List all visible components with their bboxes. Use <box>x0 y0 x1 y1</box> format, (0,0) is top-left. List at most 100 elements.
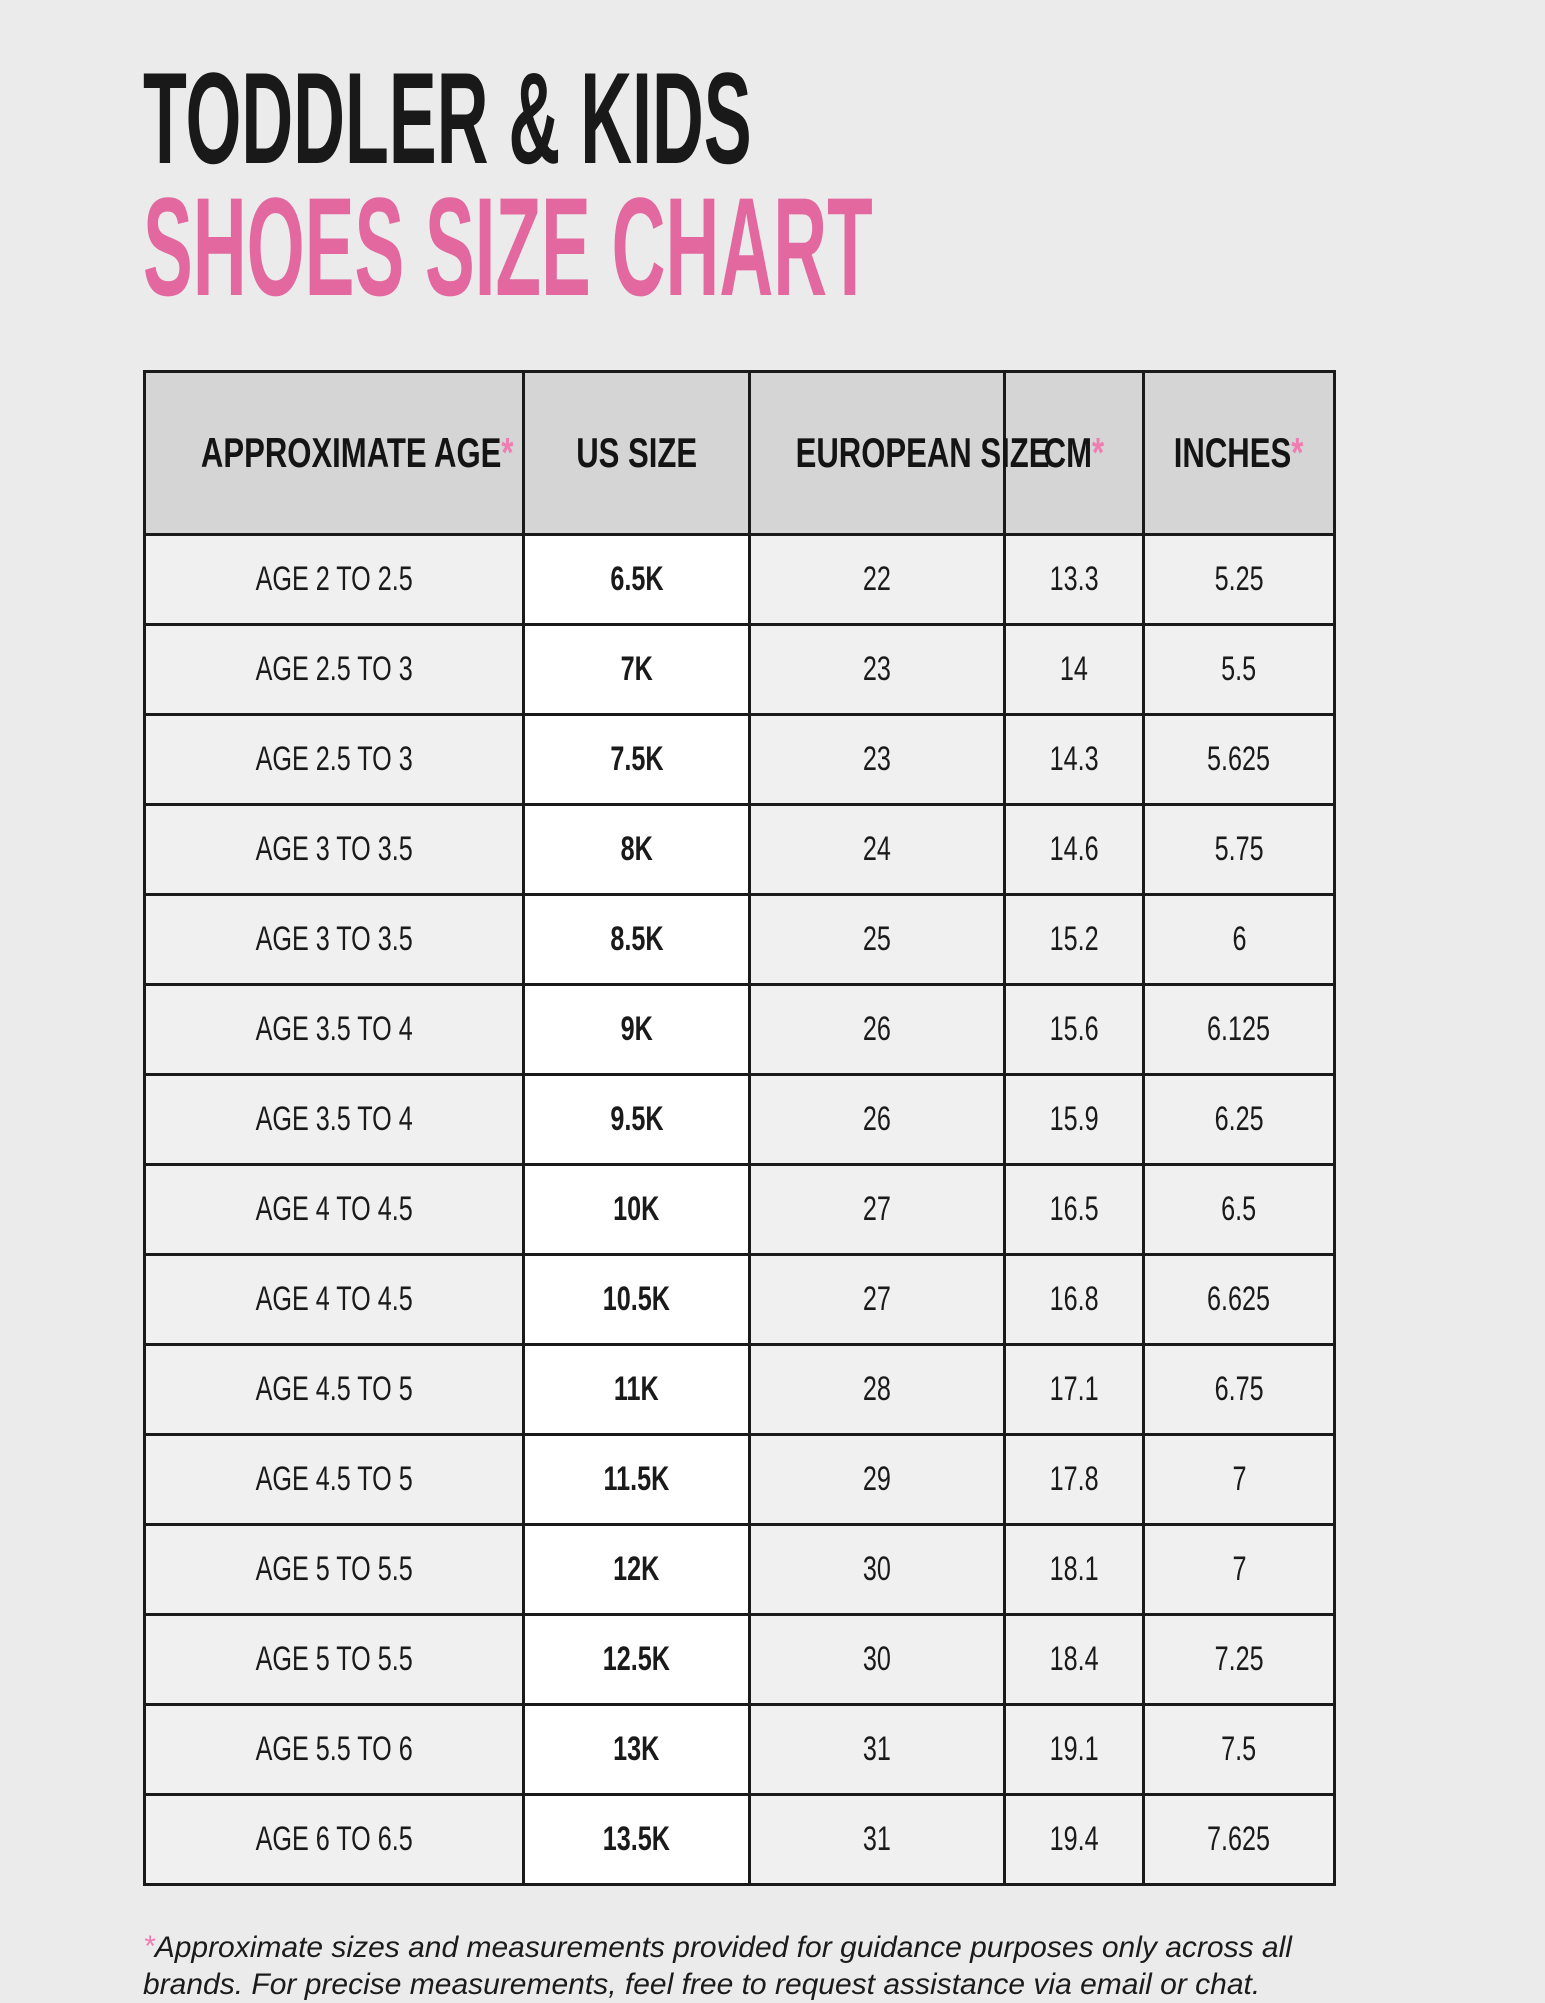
footnote: *Approximate sizes and measurements prov… <box>143 1929 1292 2003</box>
european-size-cell: 23 <box>748 713 1006 806</box>
us-size-cell: 10.5K <box>522 1253 751 1346</box>
table-row: AGE 4 TO 4.5 10.5K 27 16.8 6.625 <box>143 1253 1336 1346</box>
us-size-cell: 6.5K <box>522 533 751 626</box>
european-size-cell: 27 <box>748 1253 1006 1346</box>
footnote-text-line2: brands. For precise measurements, feel f… <box>143 1968 1261 2001</box>
header-asterisk: * <box>501 429 514 476</box>
table-row: AGE 2 TO 2.5 6.5K 22 13.3 5.25 <box>143 533 1336 626</box>
cm-cell: 17.1 <box>1003 1343 1145 1436</box>
age-cell: AGE 2.5 TO 3 <box>143 713 525 806</box>
table-row: AGE 5.5 TO 6 13K 31 19.1 7.5 <box>143 1703 1336 1796</box>
table-row: AGE 4 TO 4.5 10K 27 16.5 6.5 <box>143 1163 1336 1256</box>
us-size-cell: 9.5K <box>522 1073 751 1166</box>
column-header-label: US SIZE <box>576 429 697 476</box>
column-header-label: INCHES <box>1174 429 1292 476</box>
column-header-cm: CM* <box>1003 370 1145 536</box>
table-row: AGE 4.5 TO 5 11.5K 29 17.8 7 <box>143 1433 1336 1526</box>
inches-cell: 7 <box>1142 1433 1336 1526</box>
age-cell: AGE 3.5 TO 4 <box>143 983 525 1076</box>
us-size-cell: 7.5K <box>522 713 751 806</box>
age-cell: AGE 5 TO 5.5 <box>143 1613 525 1706</box>
column-header-approximate-age: APPROXIMATE AGE* <box>143 370 525 536</box>
inches-cell: 5.5 <box>1142 623 1336 716</box>
european-size-cell: 27 <box>748 1163 1006 1256</box>
table-row: AGE 3 TO 3.5 8.5K 25 15.2 6 <box>143 893 1336 986</box>
column-header-us-size: US SIZE <box>522 370 751 536</box>
us-size-cell: 8K <box>522 803 751 896</box>
footnote-text-line1: Approximate sizes and measurements provi… <box>154 1931 1292 1964</box>
cm-cell: 14 <box>1003 623 1145 716</box>
cm-cell: 13.3 <box>1003 533 1145 626</box>
us-size-cell: 11.5K <box>522 1433 751 1526</box>
inches-cell: 7 <box>1142 1523 1336 1616</box>
page-title-line2: SHOES SIZE CHART <box>143 168 873 325</box>
page-title: TODDLER & KIDS SHOES SIZE CHART <box>143 53 1512 317</box>
footnote-line2: brands. For precise measurements, feel f… <box>143 1966 1292 2003</box>
us-size-cell: 7K <box>522 623 751 716</box>
column-header-inches: INCHES* <box>1142 370 1336 536</box>
us-size-cell: 13K <box>522 1703 751 1796</box>
european-size-cell: 30 <box>748 1523 1006 1616</box>
age-cell: AGE 5.5 TO 6 <box>143 1703 525 1796</box>
european-size-cell: 31 <box>748 1703 1006 1796</box>
inches-cell: 5.25 <box>1142 533 1336 626</box>
cm-cell: 14.6 <box>1003 803 1145 896</box>
inches-cell: 7.625 <box>1142 1793 1336 1886</box>
inches-cell: 6 <box>1142 893 1336 986</box>
header-asterisk: * <box>1291 429 1304 476</box>
european-size-cell: 22 <box>748 533 1006 626</box>
table-row: AGE 2.5 TO 3 7.5K 23 14.3 5.625 <box>143 713 1336 806</box>
european-size-cell: 23 <box>748 623 1006 716</box>
european-size-cell: 31 <box>748 1793 1006 1886</box>
inches-cell: 6.75 <box>1142 1343 1336 1436</box>
us-size-cell: 8.5K <box>522 893 751 986</box>
column-header-label: EUROPEAN SIZE <box>795 429 1050 476</box>
european-size-cell: 25 <box>748 893 1006 986</box>
us-size-cell: 12K <box>522 1523 751 1616</box>
table-row: AGE 5 TO 5.5 12K 30 18.1 7 <box>143 1523 1336 1616</box>
us-size-cell: 11K <box>522 1343 751 1436</box>
us-size-cell: 12.5K <box>522 1613 751 1706</box>
us-size-cell: 13.5K <box>522 1793 751 1886</box>
age-cell: AGE 2 TO 2.5 <box>143 533 525 626</box>
age-cell: AGE 5 TO 5.5 <box>143 1523 525 1616</box>
inches-cell: 7.5 <box>1142 1703 1336 1796</box>
table-header-row: APPROXIMATE AGE* US SIZE EUROPEAN SIZE C… <box>143 370 1336 536</box>
table-row: AGE 3.5 TO 4 9.5K 26 15.9 6.25 <box>143 1073 1336 1166</box>
cm-cell: 15.6 <box>1003 983 1145 1076</box>
age-cell: AGE 3.5 TO 4 <box>143 1073 525 1166</box>
table-row: AGE 6 TO 6.5 13.5K 31 19.4 7.625 <box>143 1793 1336 1886</box>
us-size-cell: 9K <box>522 983 751 1076</box>
age-cell: AGE 4.5 TO 5 <box>143 1433 525 1526</box>
age-cell: AGE 4 TO 4.5 <box>143 1253 525 1346</box>
cm-cell: 15.9 <box>1003 1073 1145 1166</box>
age-cell: AGE 2.5 TO 3 <box>143 623 525 716</box>
shoe-size-table: APPROXIMATE AGE* US SIZE EUROPEAN SIZE C… <box>143 370 1336 1886</box>
footnote-line1: *Approximate sizes and measurements prov… <box>143 1929 1292 1966</box>
column-header-label: CM <box>1043 429 1093 476</box>
cm-cell: 18.4 <box>1003 1613 1145 1706</box>
cm-cell: 14.3 <box>1003 713 1145 806</box>
inches-cell: 6.5 <box>1142 1163 1336 1256</box>
table-row: AGE 3.5 TO 4 9K 26 15.6 6.125 <box>143 983 1336 1076</box>
cm-cell: 15.2 <box>1003 893 1145 986</box>
cm-cell: 18.1 <box>1003 1523 1145 1616</box>
inches-cell: 6.125 <box>1142 983 1336 1076</box>
table-row: AGE 5 TO 5.5 12.5K 30 18.4 7.25 <box>143 1613 1336 1706</box>
page-title-line1: TODDLER & KIDS <box>143 45 752 191</box>
european-size-cell: 30 <box>748 1613 1006 1706</box>
european-size-cell: 26 <box>748 1073 1006 1166</box>
us-size-cell: 10K <box>522 1163 751 1256</box>
table-row: AGE 2.5 TO 3 7K 23 14 5.5 <box>143 623 1336 716</box>
age-cell: AGE 3 TO 3.5 <box>143 893 525 986</box>
inches-cell: 6.625 <box>1142 1253 1336 1346</box>
table-row: AGE 4.5 TO 5 11K 28 17.1 6.75 <box>143 1343 1336 1436</box>
cm-cell: 16.8 <box>1003 1253 1145 1346</box>
age-cell: AGE 4.5 TO 5 <box>143 1343 525 1436</box>
european-size-cell: 28 <box>748 1343 1006 1436</box>
european-size-cell: 26 <box>748 983 1006 1076</box>
column-header-label: APPROXIMATE AGE <box>200 429 502 476</box>
inches-cell: 7.25 <box>1142 1613 1336 1706</box>
column-header-european-size: EUROPEAN SIZE <box>748 370 1049 536</box>
header-asterisk: * <box>1092 429 1105 476</box>
